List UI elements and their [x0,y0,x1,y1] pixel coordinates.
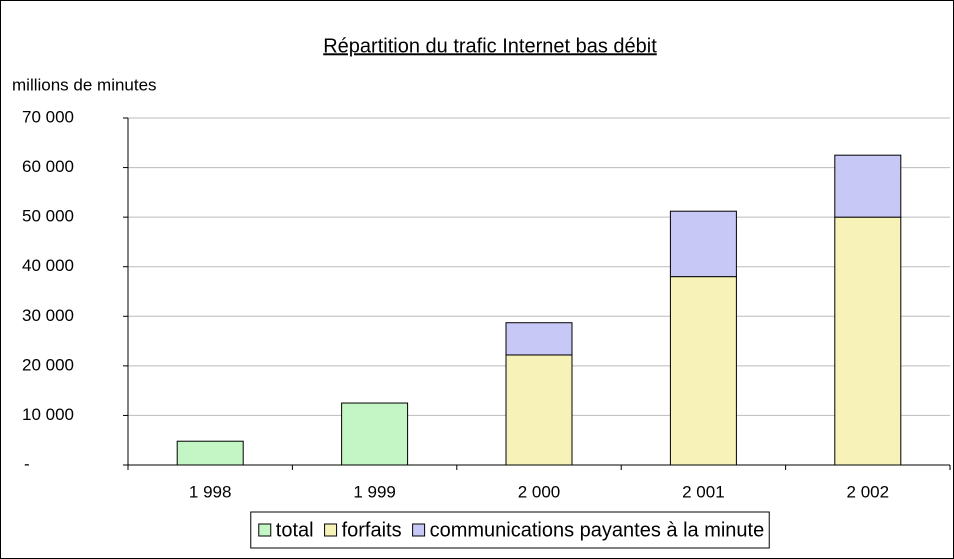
x-tick-label: 1 999 [353,482,396,501]
y-tick-label: 10 000 [22,405,74,424]
legend-label: communications payantes à la minute [430,519,765,541]
bar-segment [834,216,902,466]
x-tick-label: 2 002 [847,482,890,501]
x-tick-label: 2 001 [682,482,725,501]
bar-segment [669,276,737,466]
y-tick-label: 20 000 [22,355,74,374]
y-tick-label: 70 000 [22,107,74,126]
y-axis-label: millions de minutes [12,75,157,94]
chart-title: Répartition du trafic Internet bas débit [323,35,657,57]
legend-label: forfaits [342,519,402,541]
bar-segment [505,354,573,466]
y-tick-label: - [24,454,30,473]
y-tick-label: 50 000 [22,207,74,226]
bar-segment [341,402,409,466]
bar-segment [176,440,244,466]
legend-swatch [412,523,426,537]
legend-box [250,511,770,549]
legend-label: total [276,519,314,541]
bar-segment [834,154,902,218]
y-tick-label: 30 000 [22,306,74,325]
bar-segment [669,210,737,278]
y-tick-label: 60 000 [22,157,74,176]
legend-swatch [258,523,272,537]
x-tick-label: 2 000 [518,482,561,501]
bar-segment [505,322,573,356]
legend-swatch [324,523,338,537]
y-tick-label: 40 000 [22,256,74,275]
x-tick-label: 1 998 [189,482,232,501]
